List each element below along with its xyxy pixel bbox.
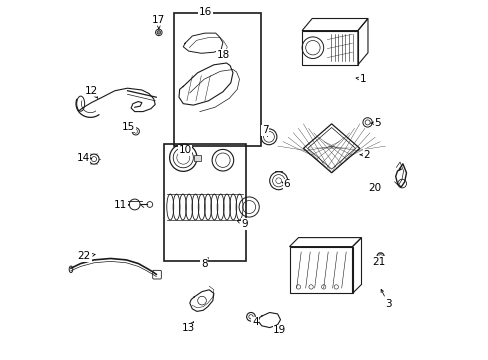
Text: 6: 6 <box>282 179 290 189</box>
Text: 15: 15 <box>122 122 135 132</box>
Text: 19: 19 <box>273 325 286 336</box>
Text: 7: 7 <box>261 125 268 136</box>
Text: 17: 17 <box>152 15 165 29</box>
Text: 11: 11 <box>113 200 128 210</box>
Text: 9: 9 <box>237 219 247 229</box>
Text: 5: 5 <box>370 118 380 128</box>
FancyBboxPatch shape <box>194 155 200 161</box>
Text: 1: 1 <box>355 74 366 84</box>
Text: 2: 2 <box>359 150 369 160</box>
Text: 10: 10 <box>178 145 191 156</box>
Text: 20: 20 <box>367 183 381 193</box>
Text: 14: 14 <box>77 153 92 163</box>
Text: 3: 3 <box>380 289 391 309</box>
Text: 21: 21 <box>371 256 384 267</box>
Text: 12: 12 <box>85 86 98 99</box>
Text: 16: 16 <box>199 6 212 17</box>
Text: 22: 22 <box>78 251 95 261</box>
Text: 13: 13 <box>182 322 195 333</box>
Text: 4: 4 <box>251 317 258 327</box>
Text: 18: 18 <box>217 50 230 60</box>
Text: 8: 8 <box>201 258 208 269</box>
Circle shape <box>157 31 160 34</box>
